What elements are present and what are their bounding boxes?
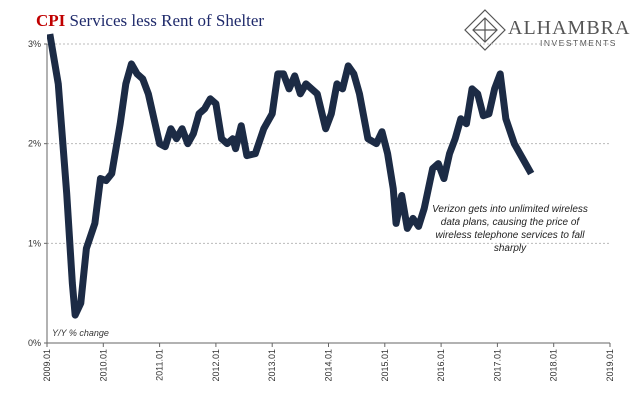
y-tick-label: 0%: [28, 338, 41, 348]
x-tick-label: 2014.01: [324, 349, 334, 382]
annotation-line: data plans, causing the price of: [441, 217, 581, 228]
x-tick-label: 2019.01: [605, 349, 615, 382]
annotation-line: Verizon gets into unlimited wireless: [432, 204, 588, 215]
logo-name: ALHAMBRA: [508, 17, 630, 39]
annotation-line: sharply: [494, 243, 527, 254]
annotation-line: wireless telephone services to fall: [436, 230, 586, 241]
x-tick-label: 2018.01: [549, 349, 559, 382]
annotation: Verizon gets into unlimited wireless data…: [432, 204, 588, 254]
x-tick-label: 2017.01: [492, 349, 502, 382]
y-axis-note: Y/Y % change: [52, 328, 109, 338]
x-tick-label: 2015.01: [380, 349, 390, 382]
y-tick-label: 1%: [28, 238, 41, 248]
x-tick-label: 2012.01: [211, 349, 221, 382]
logo-subtitle: INVESTMENTS: [540, 38, 617, 48]
x-tick-label: 2016.01: [436, 349, 446, 382]
x-tick-label: 2013.01: [267, 349, 277, 382]
chart-title: CPI Services less Rent of Shelter: [36, 11, 264, 30]
line: [47, 33, 535, 319]
title-part: CPI: [36, 11, 66, 30]
x-tick-label: 2009.01: [42, 349, 52, 382]
x-tick-label: 2011.01: [155, 349, 165, 381]
title-part: Services less Rent of Shelter: [70, 11, 265, 30]
x-tick-label: 2010.01: [98, 349, 108, 382]
y-tick-label: 2%: [28, 139, 41, 149]
logo-icon: [464, 9, 506, 51]
y-tick-label: 3%: [28, 39, 41, 49]
